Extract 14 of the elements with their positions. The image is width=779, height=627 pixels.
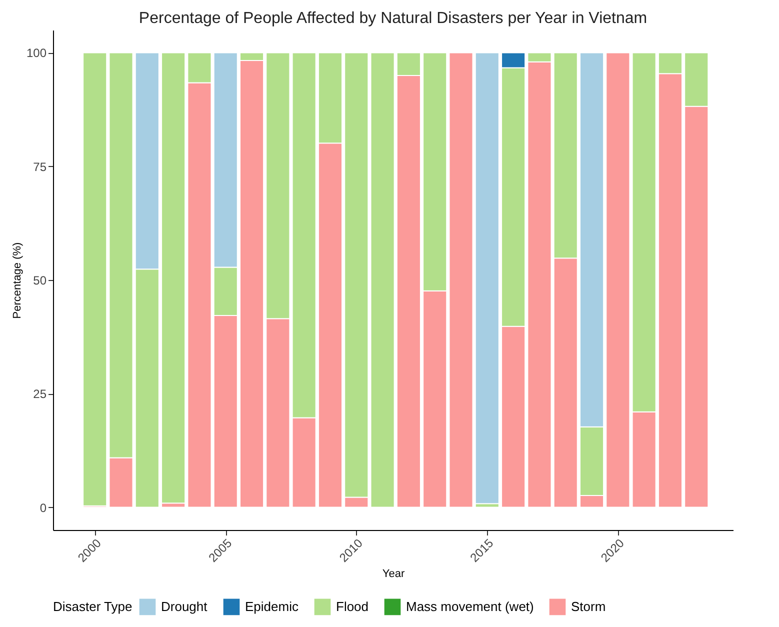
chart-title: Percentage of People Affected by Natural Disasters per Year in Vietnam [138,10,648,27]
legend-label: Mass movement (wet) [406,598,534,614]
legend-label: Flood [336,598,369,614]
y-tick-label: 75 [33,160,47,174]
legend-label: Storm [571,598,606,614]
y-tick-label: 25 [33,387,47,402]
y-tick-label: 0 [40,500,47,515]
y-tick-label: 50 [33,274,47,288]
y-axis-title: Percentage (%) [11,242,24,319]
x-axis-title: Year [382,568,405,580]
legend-title: Disaster Type [53,599,132,614]
legend-label: Drought [161,598,208,614]
y-tick-label: 100 [26,46,47,60]
legend-label: Epidemic [245,598,299,614]
